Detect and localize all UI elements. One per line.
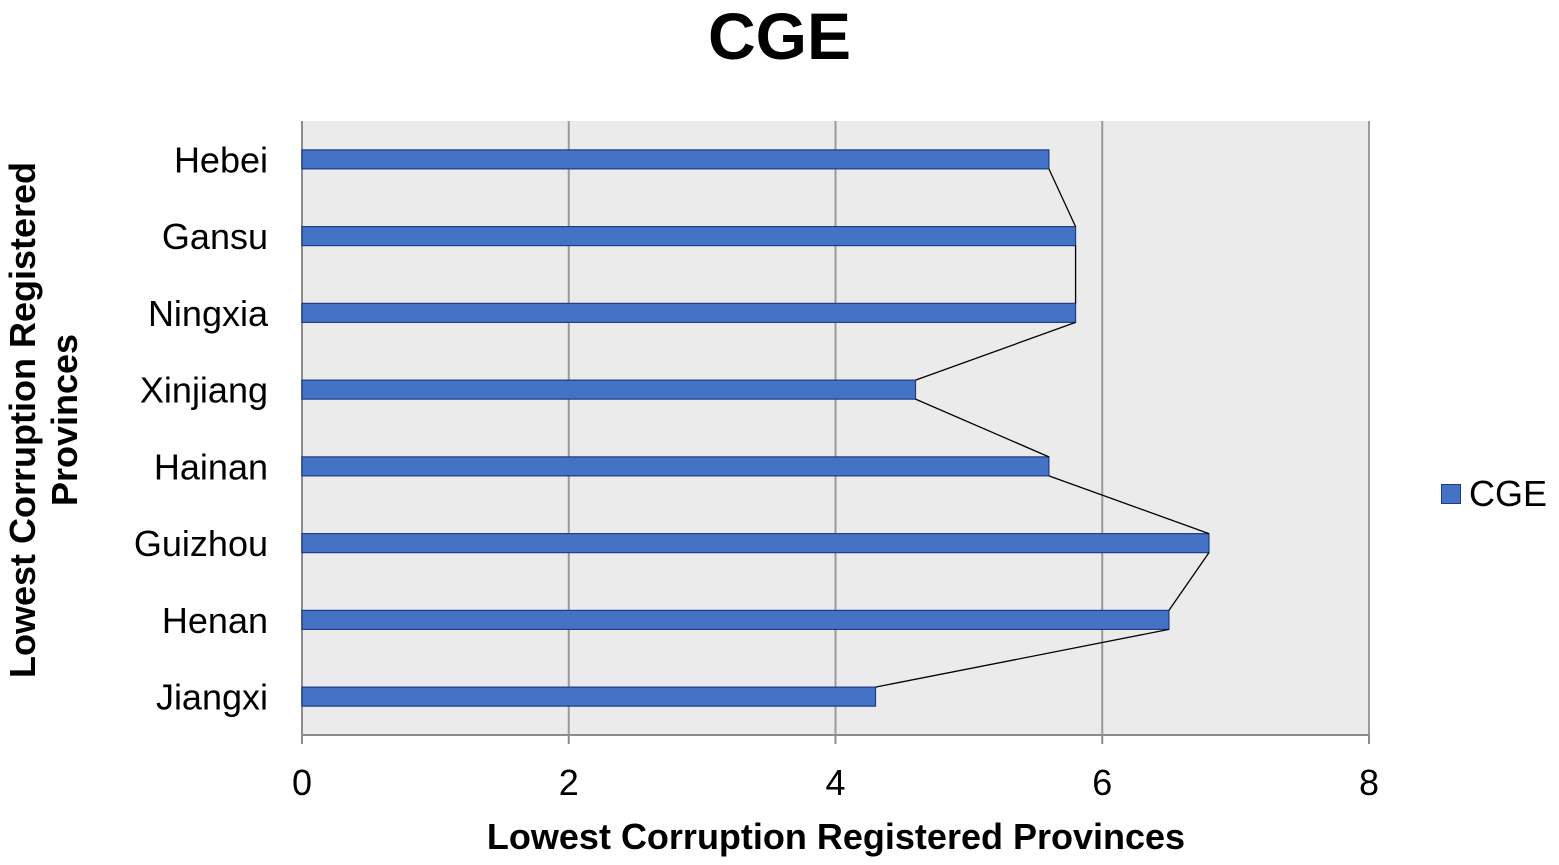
y-tick-label: Gansu bbox=[162, 216, 268, 257]
bar bbox=[301, 226, 1077, 247]
bar bbox=[301, 456, 1050, 477]
bar bbox=[301, 149, 1050, 170]
x-tick-label: 2 bbox=[559, 762, 579, 803]
connector-line bbox=[1048, 475, 1210, 535]
bar bbox=[301, 533, 1210, 554]
connector-line bbox=[915, 321, 1076, 381]
bar bbox=[301, 609, 1170, 630]
y-tick-label: Henan bbox=[162, 600, 268, 641]
connector-line bbox=[875, 628, 1170, 688]
x-tick-label: 0 bbox=[292, 762, 312, 803]
y-tick-label: Guizhou bbox=[134, 523, 268, 564]
bar bbox=[301, 379, 917, 400]
legend: CGE bbox=[1441, 474, 1547, 514]
x-tick-label: 6 bbox=[1092, 762, 1112, 803]
legend-label: CGE bbox=[1469, 473, 1548, 514]
connector-line bbox=[915, 398, 1050, 458]
connector-line bbox=[1168, 552, 1210, 611]
x-axis-label: Lowest Corruption Registered Provinces bbox=[486, 816, 1186, 857]
connector-line bbox=[1048, 168, 1077, 227]
chart-title: CGE bbox=[707, 0, 852, 73]
bar bbox=[301, 686, 877, 707]
y-tick-label: Hebei bbox=[174, 139, 268, 180]
legend-swatch bbox=[1441, 484, 1461, 504]
x-tick-label: 8 bbox=[1359, 762, 1379, 803]
y-tick-label: Jiangxi bbox=[156, 677, 268, 718]
x-tick-label: 4 bbox=[825, 762, 845, 803]
y-axis-label: Lowest Corruption Registered Provinces bbox=[2, 161, 85, 679]
y-tick-label: Ningxia bbox=[148, 293, 269, 334]
bar bbox=[301, 302, 1077, 323]
y-tick-label: Hainan bbox=[154, 446, 268, 487]
y-tick-label: Xinjiang bbox=[140, 370, 268, 411]
